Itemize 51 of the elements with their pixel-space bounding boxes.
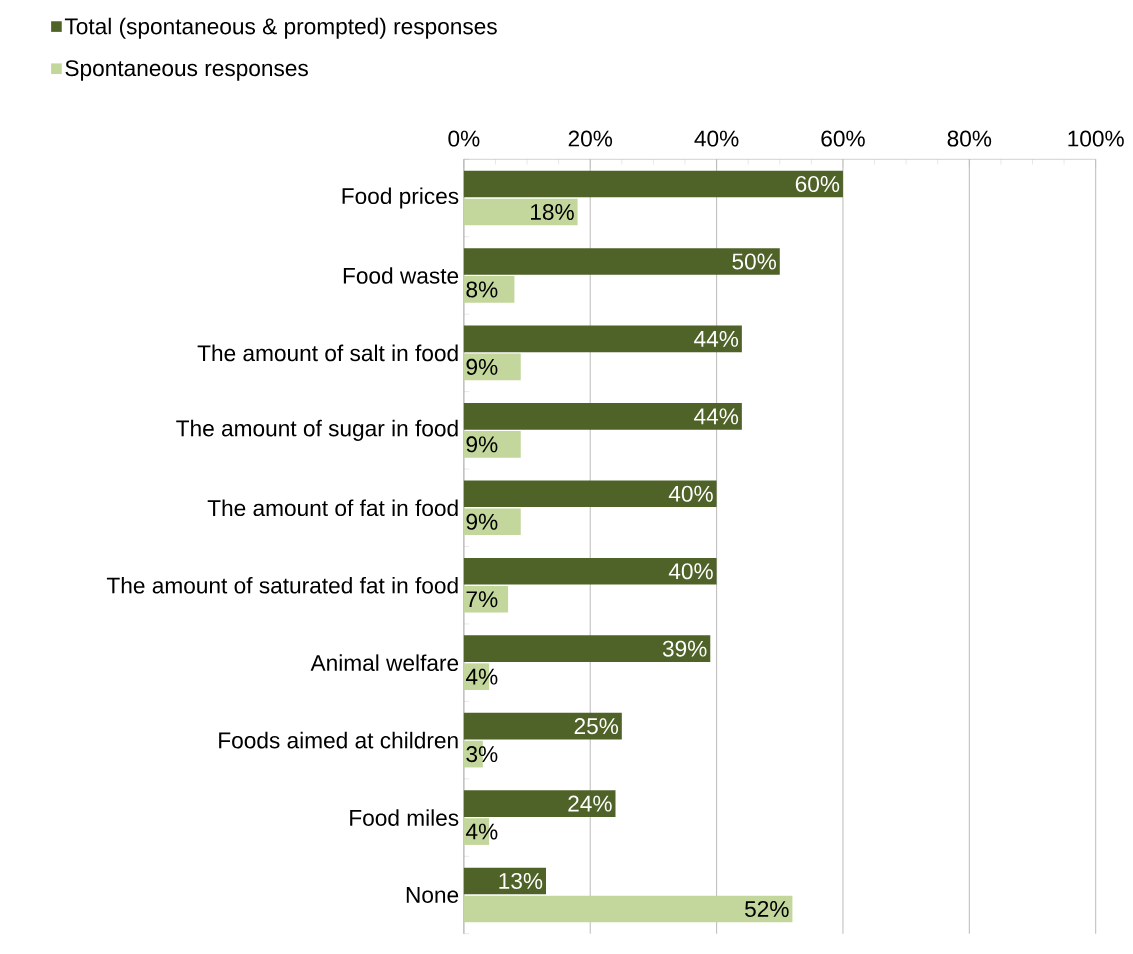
x-tick-label: 0% xyxy=(448,130,480,147)
data-label: 50% xyxy=(732,253,777,270)
data-label: 3% xyxy=(466,746,498,763)
legend-label: Total (spontaneous & prompted) responses xyxy=(64,17,497,40)
data-label: 7% xyxy=(466,591,498,608)
data-label: 13% xyxy=(499,873,543,890)
bar xyxy=(463,403,742,430)
data-label: 40% xyxy=(668,485,713,502)
y-tick-label: None xyxy=(406,887,459,904)
y-tick-label: The amount of sugar in food xyxy=(176,419,458,442)
bar xyxy=(463,248,780,275)
data-label: 4% xyxy=(465,668,498,685)
y-tick-label: Animal welfare xyxy=(310,654,459,672)
data-label: 4% xyxy=(465,823,498,840)
data-label: 25% xyxy=(574,718,619,735)
x-tick-label: 100% xyxy=(1068,130,1124,147)
y-tick-label: The amount of fat in food xyxy=(207,499,458,517)
x-tick-label: 40% xyxy=(694,130,739,147)
bar xyxy=(463,712,622,740)
data-label: 9% xyxy=(466,513,498,530)
bar xyxy=(463,790,616,818)
data-label: 24% xyxy=(568,795,612,812)
bar xyxy=(463,431,521,458)
data-label: 8% xyxy=(466,281,498,298)
bar xyxy=(463,325,742,353)
y-tick-label: Food miles xyxy=(350,809,459,827)
y-tick-label: Food prices xyxy=(342,187,459,209)
data-label: 60% xyxy=(795,176,840,193)
data-label: 44% xyxy=(694,408,739,425)
legend-label: Spontaneous responses xyxy=(65,60,308,81)
data-label: 44% xyxy=(694,331,739,347)
x-tick-label: 60% xyxy=(821,130,865,147)
bar xyxy=(463,170,843,198)
y-tick-label: Foods aimed at children xyxy=(219,731,458,749)
x-tick-label: 20% xyxy=(568,130,613,147)
bar xyxy=(463,558,717,585)
bar xyxy=(463,635,711,663)
data-label: 39% xyxy=(662,640,707,657)
data-label: 9% xyxy=(466,359,498,376)
y-tick-label: The amount of salt in food xyxy=(197,344,458,362)
bar xyxy=(463,895,793,923)
bar xyxy=(463,508,521,536)
y-tick-label: The amount of saturated fat in food xyxy=(106,577,458,594)
data-label: 52% xyxy=(745,901,789,918)
y-tick-label: Food waste xyxy=(343,267,459,284)
x-tick-label: 80% xyxy=(947,130,992,147)
data-label: 40% xyxy=(668,563,713,580)
data-label: 18% xyxy=(531,204,574,221)
bar xyxy=(463,198,578,226)
data-label: 9% xyxy=(466,436,498,453)
bar xyxy=(463,480,717,508)
